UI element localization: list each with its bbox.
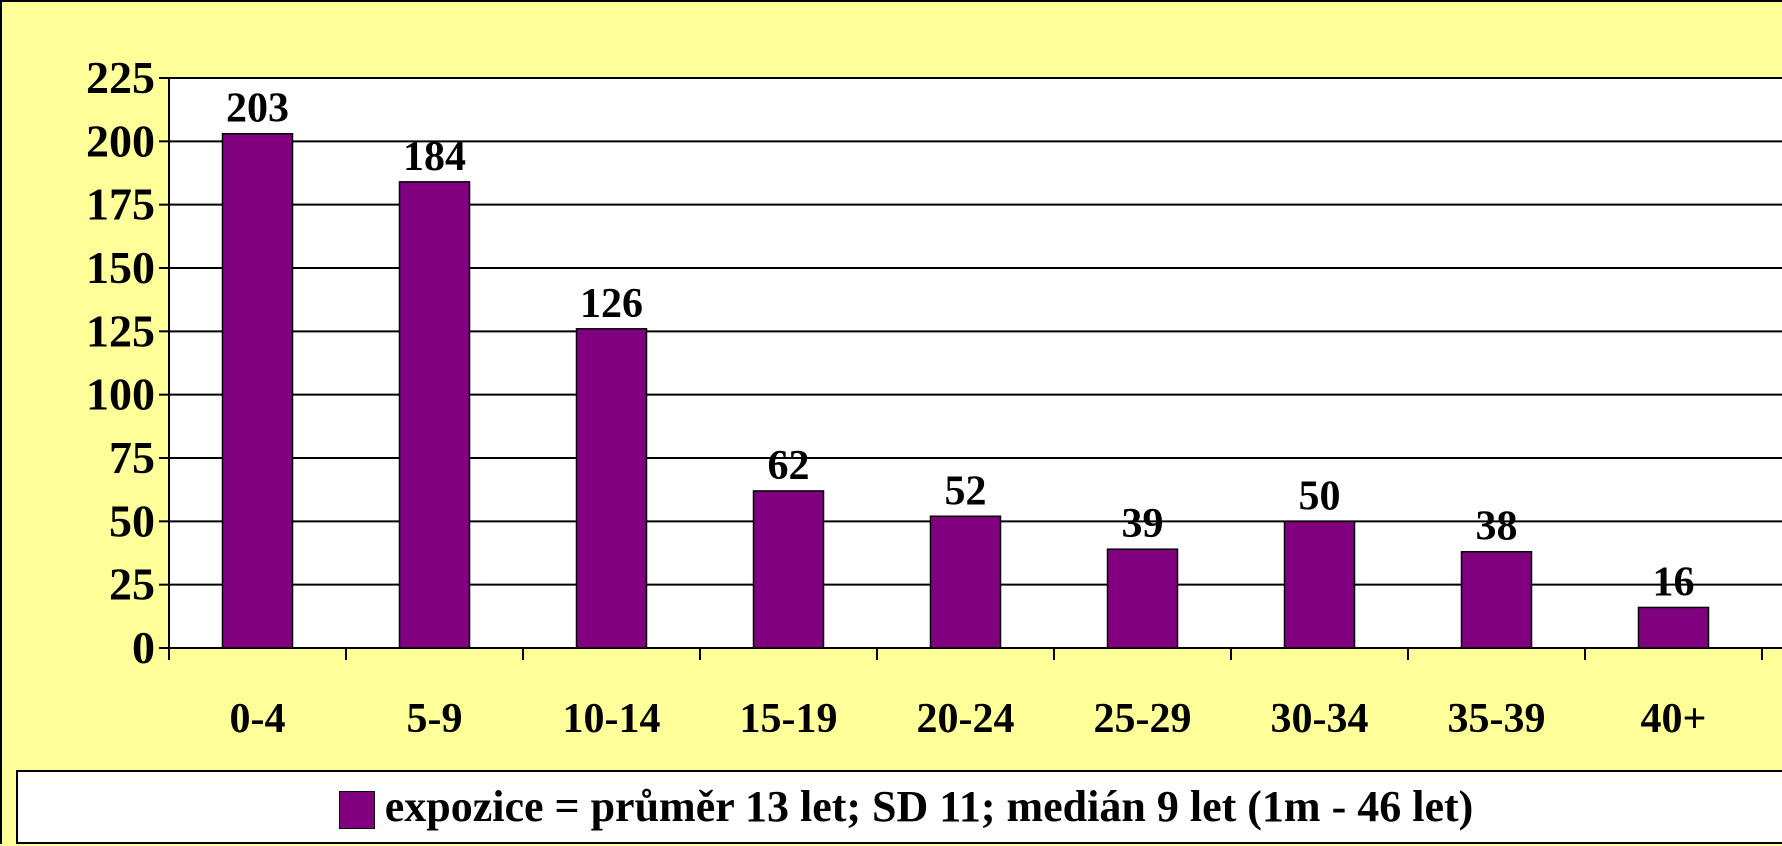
data-label: 126 [580,281,643,327]
x-tick-label: 30-34 [1271,696,1369,742]
data-label: 203 [226,86,289,132]
y-tick-label: 150 [86,242,155,293]
data-label: 16 [1653,559,1695,605]
y-tick-label: 125 [86,305,155,356]
bar [929,515,1002,649]
legend: expozice = průměr 13 let; SD 11; medián … [16,770,1782,844]
data-label: 184 [403,134,466,180]
bar [1106,548,1179,649]
y-tick-label: 100 [86,369,155,420]
x-tick-label: 25-29 [1094,696,1192,742]
y-tick-label: 50 [109,495,155,546]
bar [575,328,648,649]
x-tick-label: 20-24 [917,696,1015,742]
bar [1637,606,1710,649]
x-tick-label: 40+ [1641,696,1707,742]
x-tick-label: 0-4 [230,696,286,742]
x-tick-label: 10-14 [563,696,661,742]
y-tick-label: 0 [132,622,155,673]
y-tick-label: 175 [86,179,155,230]
data-label: 52 [945,468,987,514]
bar [752,490,825,649]
data-label: 62 [768,443,810,489]
legend-label: expozice = průměr 13 let; SD 11; medián … [384,782,1474,831]
legend-swatch [338,791,375,829]
x-tick-label: 5-9 [407,696,463,742]
y-tick-label: 25 [109,559,155,610]
bar [398,181,471,649]
bar [1283,520,1356,649]
data-label: 38 [1476,504,1518,550]
bar [221,132,294,649]
data-label: 39 [1122,501,1164,547]
y-tick-label: 75 [109,432,155,483]
y-tick-label: 225 [86,52,155,103]
x-tick-label: 15-19 [740,696,838,742]
bar [1460,550,1533,649]
y-tick-label: 200 [86,115,155,166]
x-tick-label: 35-39 [1448,696,1546,742]
data-label: 50 [1299,473,1341,519]
